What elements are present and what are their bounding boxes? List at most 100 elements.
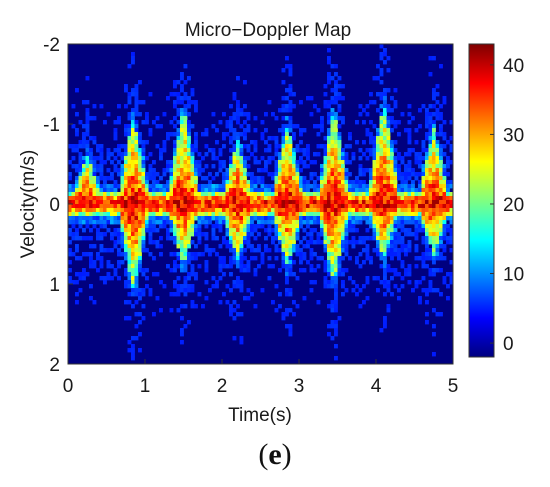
heatmap-cell xyxy=(372,200,377,205)
heatmap-cell xyxy=(180,144,184,149)
heatmap-cell xyxy=(439,132,443,137)
heatmap-cell xyxy=(124,88,128,93)
heatmap-cell xyxy=(127,236,132,241)
heatmap-cell xyxy=(446,172,450,177)
heatmap-cell xyxy=(82,192,86,197)
heatmap-cell xyxy=(432,244,436,249)
heatmap-cell xyxy=(127,220,132,225)
heatmap-cell xyxy=(288,248,293,253)
heatmap-cell xyxy=(313,200,317,205)
heatmap-cell xyxy=(110,216,114,221)
heatmap-cell xyxy=(131,124,135,129)
heatmap-cell xyxy=(397,168,401,173)
heatmap-cell xyxy=(302,200,307,205)
heatmap-cell xyxy=(425,124,429,129)
heatmap-cell xyxy=(176,232,181,237)
heatmap-cell xyxy=(85,140,90,145)
heatmap-cell xyxy=(141,236,146,241)
heatmap-cell xyxy=(306,152,310,157)
heatmap-cell xyxy=(351,152,356,157)
heatmap-cell xyxy=(288,184,293,189)
heatmap-cell xyxy=(169,164,174,169)
heatmap-cell xyxy=(134,280,139,285)
heatmap-cell xyxy=(218,260,223,265)
heatmap-cell xyxy=(327,80,331,85)
heatmap-cell xyxy=(393,88,398,93)
heatmap-cell xyxy=(418,224,422,229)
heatmap-cell xyxy=(288,176,293,181)
heatmap-cell xyxy=(379,196,384,201)
heatmap-cell xyxy=(351,204,356,209)
heatmap-cell xyxy=(253,180,258,185)
heatmap-cell xyxy=(197,224,202,229)
heatmap-cell xyxy=(141,248,146,253)
heatmap-cell xyxy=(264,248,268,253)
heatmap-cell xyxy=(124,176,128,181)
heatmap-cell xyxy=(187,120,191,125)
heatmap-cell xyxy=(78,168,83,173)
heatmap-cell xyxy=(180,100,184,105)
heatmap-cell xyxy=(411,232,415,237)
heatmap-cell xyxy=(75,180,79,185)
heatmap-cell xyxy=(82,208,86,213)
heatmap-cell xyxy=(309,208,314,213)
heatmap-cell xyxy=(120,220,125,225)
heatmap-cell xyxy=(148,200,153,205)
heatmap-cell xyxy=(383,184,387,189)
heatmap-cell xyxy=(166,188,170,193)
heatmap-cell xyxy=(85,164,90,169)
heatmap-cell xyxy=(299,256,303,261)
heatmap-cell xyxy=(334,276,338,281)
heatmap-cell xyxy=(159,152,163,157)
heatmap-cell xyxy=(232,212,237,217)
heatmap-cell xyxy=(411,208,415,213)
heatmap-cell xyxy=(201,212,205,217)
heatmap-cell xyxy=(302,148,307,153)
heatmap-cell xyxy=(96,164,100,169)
heatmap-cell xyxy=(397,172,401,177)
heatmap-cell xyxy=(124,236,128,241)
heatmap-cell xyxy=(383,88,387,93)
heatmap-cell xyxy=(383,244,387,249)
heatmap-cell xyxy=(323,148,328,153)
heatmap-cell xyxy=(285,292,289,297)
heatmap-cell xyxy=(341,96,345,101)
heatmap-cell xyxy=(138,208,142,213)
heatmap-cell xyxy=(68,160,72,165)
heatmap-cell xyxy=(348,204,352,209)
heatmap-cell xyxy=(386,128,391,133)
heatmap-cell xyxy=(127,116,132,121)
heatmap-cell xyxy=(425,108,429,113)
heatmap-cell xyxy=(334,128,338,133)
heatmap-cell xyxy=(271,300,275,305)
heatmap-cell xyxy=(162,196,167,201)
heatmap-cell xyxy=(183,64,188,69)
heatmap-cell xyxy=(229,192,233,197)
heatmap-cell xyxy=(295,232,300,237)
heatmap-cell xyxy=(134,164,139,169)
heatmap-cell xyxy=(274,224,279,229)
heatmap-cell xyxy=(344,288,349,293)
heatmap-cell xyxy=(148,184,153,189)
heatmap-cell xyxy=(169,188,174,193)
heatmap-cell xyxy=(435,312,440,317)
heatmap-cell xyxy=(183,160,188,165)
heatmap-cell xyxy=(351,188,356,193)
heatmap-cell xyxy=(110,160,114,165)
heatmap-cell xyxy=(309,216,314,221)
heatmap-cell xyxy=(127,260,132,265)
heatmap-cell xyxy=(400,276,405,281)
heatmap-cell xyxy=(449,144,453,149)
heatmap-cell xyxy=(393,224,398,229)
heatmap-cell xyxy=(239,228,244,233)
heatmap-cell xyxy=(442,188,447,193)
heatmap-cell xyxy=(162,144,167,149)
heatmap-cell xyxy=(222,180,226,185)
heatmap-cell xyxy=(260,132,265,137)
heatmap-cell xyxy=(274,160,279,165)
heatmap-cell xyxy=(267,188,272,193)
heatmap-cell xyxy=(89,176,93,181)
heatmap-cell xyxy=(236,120,240,125)
heatmap-cell xyxy=(344,188,349,193)
heatmap-cell xyxy=(379,136,384,141)
